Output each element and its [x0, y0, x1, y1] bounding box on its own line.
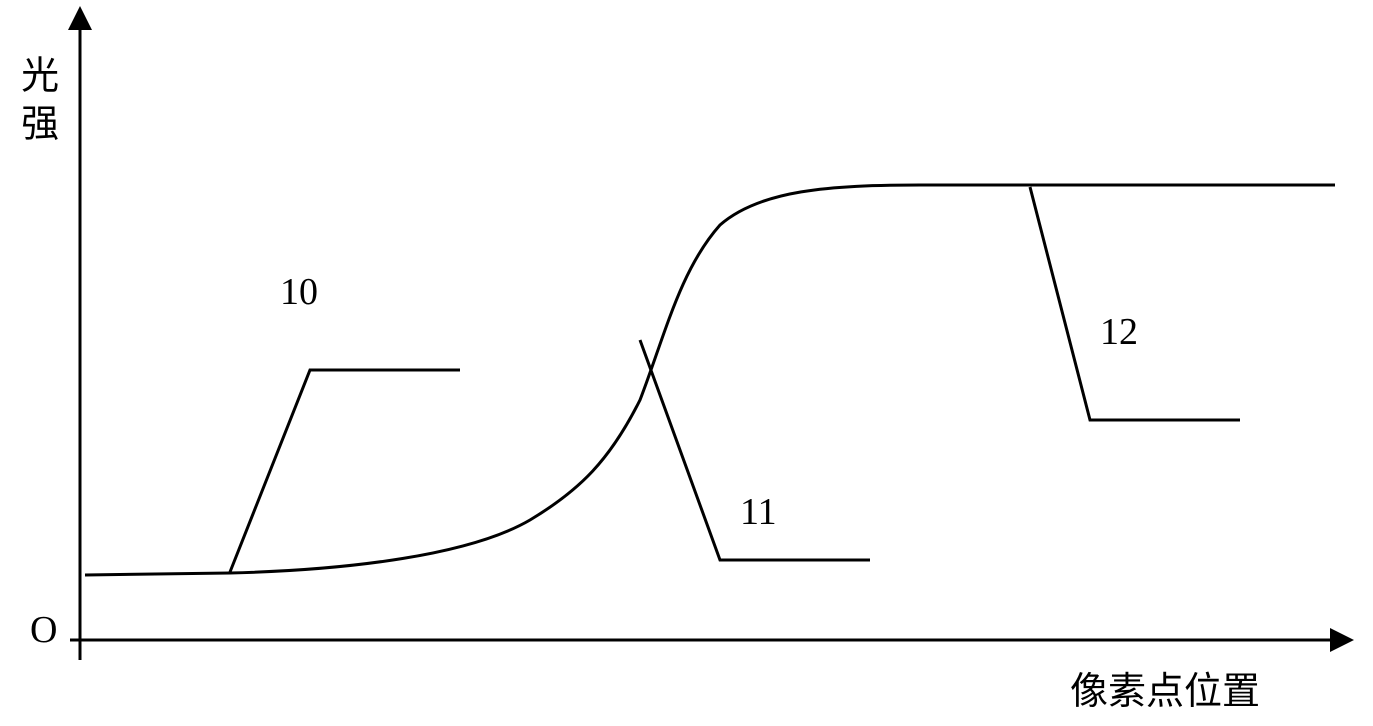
chart-container: 光强 像素点位置 O 10 11 12: [0, 0, 1373, 726]
y-axis-label: 光强: [12, 55, 58, 151]
main-curve: [85, 185, 1335, 575]
origin-label: O: [30, 608, 57, 654]
x-axis-arrow: [1330, 628, 1354, 652]
annotation-10: 10: [280, 270, 318, 316]
x-axis-label: 像素点位置: [1070, 670, 1260, 716]
y-axis-arrow: [68, 6, 92, 30]
annotation-12: 12: [1100, 310, 1138, 356]
annotation-11: 11: [740, 490, 777, 536]
leader-10: [230, 370, 460, 572]
leader-12: [1030, 187, 1240, 420]
chart-svg: [0, 0, 1373, 726]
